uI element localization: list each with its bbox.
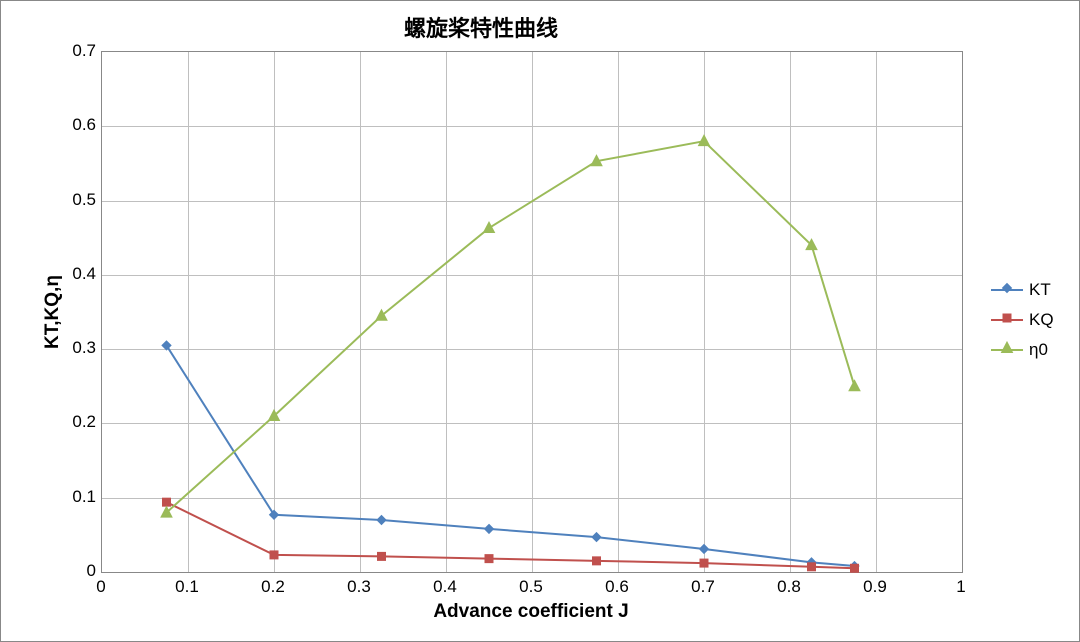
y-tick-label: 0.7 bbox=[56, 41, 96, 61]
x-tick-label: 0.2 bbox=[261, 577, 285, 597]
series-η0 bbox=[102, 52, 962, 572]
y-tick-label: 0.2 bbox=[56, 412, 96, 432]
y-tick-label: 0 bbox=[56, 561, 96, 581]
y-tick-label: 0.1 bbox=[56, 487, 96, 507]
y-tick-label: 0.4 bbox=[56, 264, 96, 284]
legend-item-η0: η0 bbox=[991, 339, 1054, 361]
x-tick-label: 0.5 bbox=[519, 577, 543, 597]
legend-label: η0 bbox=[1029, 340, 1048, 360]
legend-label: KT bbox=[1029, 280, 1051, 300]
x-tick-label: 0.1 bbox=[175, 577, 199, 597]
plot-area bbox=[101, 51, 963, 573]
legend: KT KQ η0 bbox=[991, 271, 1054, 369]
chart-title: 螺旋桨特性曲线 bbox=[1, 11, 961, 43]
legend-item-KQ: KQ bbox=[991, 309, 1054, 331]
x-tick-label: 0.8 bbox=[777, 577, 801, 597]
legend-label: KQ bbox=[1029, 310, 1054, 330]
y-tick-label: 0.6 bbox=[56, 115, 96, 135]
x-axis-label: Advance coefficient J bbox=[101, 601, 961, 623]
x-tick-label: 0.3 bbox=[347, 577, 371, 597]
x-tick-label: 1 bbox=[956, 577, 965, 597]
x-tick-label: 0.6 bbox=[605, 577, 629, 597]
x-tick-label: 0 bbox=[96, 577, 105, 597]
y-tick-label: 0.5 bbox=[56, 190, 96, 210]
x-tick-label: 0.7 bbox=[691, 577, 715, 597]
y-tick-label: 0.3 bbox=[56, 338, 96, 358]
legend-item-KT: KT bbox=[991, 279, 1054, 301]
x-tick-label: 0.4 bbox=[433, 577, 457, 597]
x-tick-label: 0.9 bbox=[863, 577, 887, 597]
chart-container: 螺旋桨特性曲线 KT,KQ,η Advance coefficient J KT… bbox=[0, 0, 1080, 642]
